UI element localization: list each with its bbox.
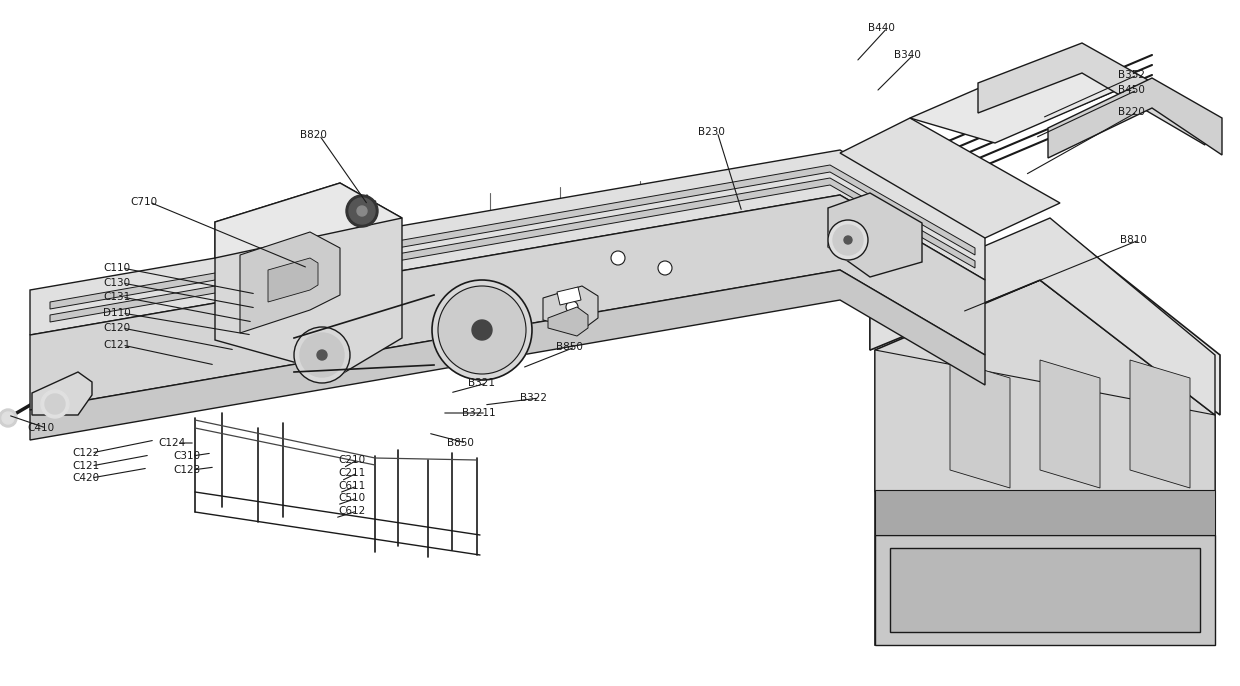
Circle shape <box>2 412 14 424</box>
Circle shape <box>438 286 526 374</box>
Polygon shape <box>828 193 923 277</box>
Polygon shape <box>268 258 317 302</box>
Text: C410: C410 <box>27 423 55 433</box>
Polygon shape <box>215 183 402 258</box>
Text: B450: B450 <box>1118 85 1145 95</box>
Text: B820: B820 <box>300 130 327 140</box>
Text: C612: C612 <box>339 506 366 516</box>
Circle shape <box>828 220 868 260</box>
Text: C121: C121 <box>103 340 130 350</box>
Text: C124: C124 <box>157 438 185 448</box>
Text: B850: B850 <box>446 438 474 448</box>
Text: C110: C110 <box>103 263 130 273</box>
Text: B230: B230 <box>698 127 725 137</box>
Circle shape <box>300 333 343 377</box>
Polygon shape <box>32 372 92 415</box>
Polygon shape <box>543 286 598 330</box>
Polygon shape <box>875 280 1215 645</box>
Polygon shape <box>875 350 1215 492</box>
Polygon shape <box>557 287 582 305</box>
Polygon shape <box>875 490 1215 535</box>
Polygon shape <box>215 183 402 375</box>
Text: C120: C120 <box>103 323 130 333</box>
Circle shape <box>294 327 350 383</box>
Text: C310: C310 <box>174 451 200 461</box>
Text: B352: B352 <box>1118 70 1145 80</box>
Circle shape <box>346 195 378 227</box>
Polygon shape <box>1040 360 1100 488</box>
Polygon shape <box>30 195 985 410</box>
Text: C211: C211 <box>339 468 366 478</box>
Text: B440: B440 <box>868 23 895 33</box>
Circle shape <box>45 394 64 414</box>
Text: D110: D110 <box>103 308 130 318</box>
Text: B321: B321 <box>467 378 495 388</box>
Text: B340: B340 <box>894 50 921 60</box>
Polygon shape <box>875 535 1215 645</box>
Circle shape <box>611 251 625 265</box>
Text: C131: C131 <box>103 292 130 302</box>
Circle shape <box>432 280 532 380</box>
Circle shape <box>357 206 367 216</box>
Polygon shape <box>890 548 1200 632</box>
Polygon shape <box>950 360 1011 488</box>
Polygon shape <box>30 270 985 440</box>
Circle shape <box>317 350 327 360</box>
Polygon shape <box>870 220 1220 415</box>
Circle shape <box>41 390 69 418</box>
Polygon shape <box>1048 78 1221 158</box>
Text: B850: B850 <box>556 342 583 352</box>
Polygon shape <box>1130 360 1190 488</box>
Text: C130: C130 <box>103 278 130 288</box>
Text: B3211: B3211 <box>463 408 496 418</box>
Text: C510: C510 <box>339 493 365 503</box>
Polygon shape <box>870 218 1215 415</box>
Circle shape <box>472 320 492 340</box>
Circle shape <box>833 225 863 255</box>
Text: B322: B322 <box>520 393 547 403</box>
Polygon shape <box>30 150 985 335</box>
Circle shape <box>844 236 852 244</box>
Text: C123: C123 <box>174 465 200 475</box>
Polygon shape <box>50 165 975 309</box>
Text: B810: B810 <box>1120 235 1147 245</box>
Text: C420: C420 <box>72 473 99 483</box>
Text: C710: C710 <box>130 197 157 207</box>
Circle shape <box>658 261 672 275</box>
Polygon shape <box>50 178 975 322</box>
Text: C210: C210 <box>339 455 365 465</box>
Text: C611: C611 <box>339 481 366 491</box>
Polygon shape <box>548 307 588 336</box>
Circle shape <box>0 409 17 427</box>
Text: C121: C121 <box>72 461 99 471</box>
Text: C122: C122 <box>72 448 99 458</box>
Polygon shape <box>839 118 1060 238</box>
Circle shape <box>348 198 374 224</box>
Polygon shape <box>241 232 340 333</box>
Text: B220: B220 <box>1118 107 1145 117</box>
Polygon shape <box>978 43 1205 145</box>
Polygon shape <box>910 53 1145 143</box>
Circle shape <box>565 301 578 313</box>
